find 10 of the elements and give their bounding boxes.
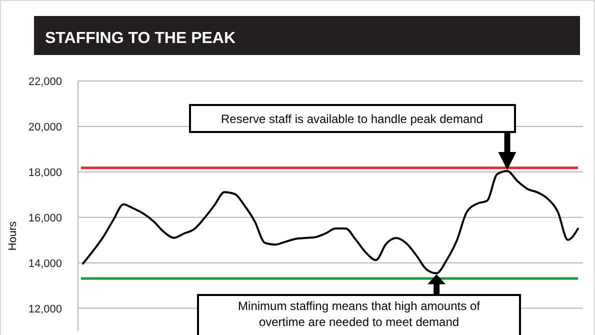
y-tick-label: 16,000 bbox=[28, 212, 62, 224]
y-axis-title: Hours bbox=[7, 220, 19, 251]
y-tick-label: 22,000 bbox=[28, 76, 62, 88]
y-tick-label: 18,000 bbox=[28, 166, 62, 179]
y-tick-label: 20,000 bbox=[28, 121, 62, 134]
annotation: Minimum staffing means that high amounts of overtime are needed to meet demand bbox=[238, 299, 481, 329]
y-tick-label: 12,000 bbox=[28, 303, 62, 316]
annotation: Reserve staff is available to handle peak demand bbox=[221, 112, 483, 126]
y-tick-label: 14,000 bbox=[28, 258, 62, 270]
chart-title: STAFFING TO THE PEAK bbox=[45, 30, 236, 47]
